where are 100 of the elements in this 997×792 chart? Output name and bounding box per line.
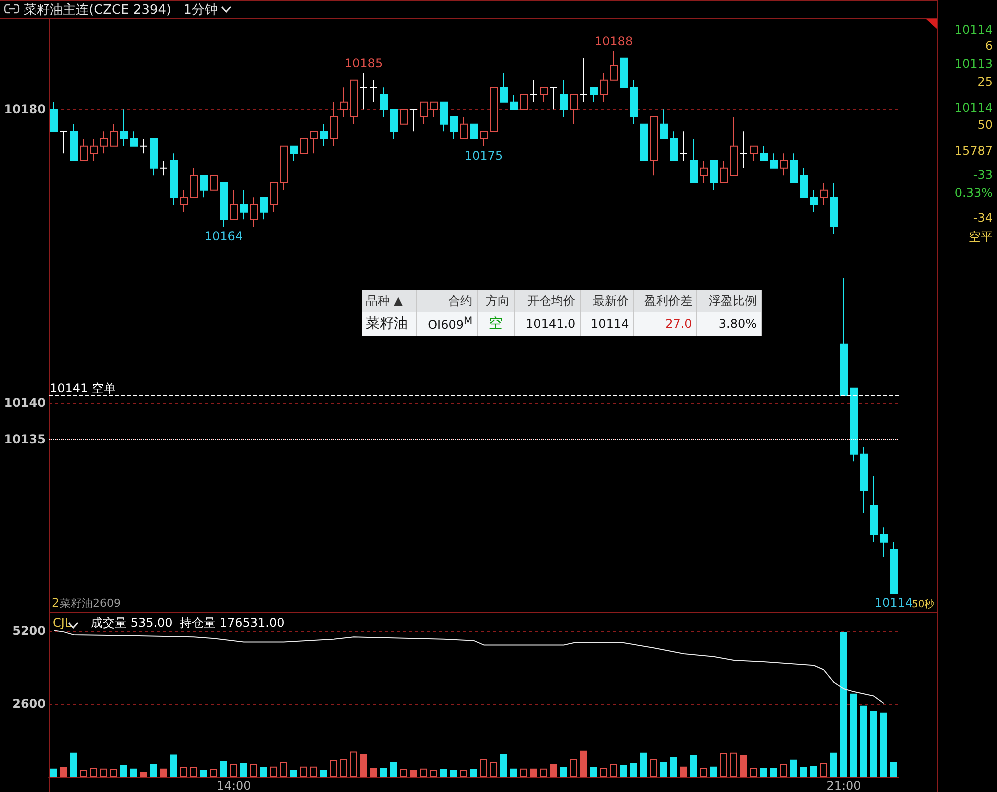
y-tick-label: 10140 <box>4 396 46 410</box>
candlestick <box>50 102 58 132</box>
candlestick <box>500 72 508 103</box>
candlestick <box>330 102 338 147</box>
bar <box>680 766 688 777</box>
bar <box>150 764 158 777</box>
bar <box>620 765 628 777</box>
text: 50秒 <box>912 598 935 610</box>
bar <box>510 768 518 777</box>
candlestick <box>290 146 298 162</box>
bar <box>390 762 398 777</box>
bar <box>530 768 538 777</box>
bar <box>300 766 308 777</box>
candlestick <box>210 175 218 191</box>
candlestick <box>430 102 438 118</box>
bar <box>670 757 678 777</box>
text: 6 <box>985 39 993 53</box>
annotation: 持仓量 176531.00 <box>180 616 285 630</box>
annotation: 菜籽油2609 <box>60 597 121 610</box>
bar <box>200 770 208 777</box>
candlestick <box>550 87 558 110</box>
annotation: 盈利价差 <box>634 290 697 312</box>
candlestick <box>420 102 428 125</box>
bar <box>600 768 608 777</box>
candlestick <box>800 168 808 198</box>
bar <box>840 632 848 777</box>
bar <box>690 755 698 777</box>
bar <box>880 712 888 777</box>
bar <box>830 752 838 777</box>
candlestick <box>560 80 568 118</box>
bar <box>740 755 748 777</box>
bar <box>450 770 458 777</box>
bar <box>140 772 148 777</box>
bar <box>590 767 598 777</box>
bar <box>310 766 318 777</box>
annotation: 方向 <box>477 290 515 312</box>
candlestick <box>480 131 488 147</box>
candlestick <box>710 160 718 191</box>
bar <box>630 762 638 777</box>
annotation: 10114 <box>580 312 634 336</box>
candlestick <box>140 138 148 154</box>
candlestick <box>460 116 468 140</box>
bar <box>280 762 288 777</box>
candlestick <box>280 146 288 191</box>
bar <box>810 766 818 777</box>
candlestick <box>200 175 208 198</box>
candlestick <box>160 160 168 176</box>
bar <box>770 768 778 777</box>
text: 25 <box>978 75 993 89</box>
bar <box>460 770 468 777</box>
bar <box>360 754 368 777</box>
text: 50 <box>978 118 993 132</box>
candlestick <box>120 109 128 147</box>
annotation: 10141.0 <box>514 312 580 336</box>
bar <box>80 770 88 777</box>
candlestick <box>630 80 638 125</box>
bar <box>70 752 78 777</box>
candlestick <box>90 138 98 162</box>
candlestick <box>570 94 578 125</box>
candlestick <box>830 182 838 235</box>
chart-subtitle: 1分钟 <box>184 3 218 18</box>
annotation: CJL <box>53 616 72 630</box>
bar <box>180 767 188 777</box>
bar <box>640 752 648 777</box>
candlestick <box>610 50 618 81</box>
bar <box>440 769 448 777</box>
bar <box>760 768 768 777</box>
candlestick <box>760 146 768 162</box>
annotation: OI609$^{M}$ <box>416 312 478 336</box>
bar <box>160 768 168 777</box>
candlestick <box>110 124 118 147</box>
bar <box>570 759 578 777</box>
candlestick <box>270 182 278 213</box>
bar <box>240 764 248 777</box>
candlestick <box>770 153 778 169</box>
bar <box>290 770 298 777</box>
candlestick <box>780 153 788 176</box>
bar <box>190 767 198 777</box>
y-tick-label: 10135 <box>4 432 46 447</box>
candlestick <box>360 72 368 110</box>
candlestick <box>170 153 178 206</box>
bar <box>330 760 338 777</box>
bar <box>870 712 878 777</box>
annotation: 成交量 535.00 <box>91 616 173 630</box>
candlestick <box>310 131 318 154</box>
bar <box>860 706 868 777</box>
bar <box>490 762 498 777</box>
candlestick <box>350 80 358 125</box>
bar <box>720 753 728 777</box>
bar <box>210 769 218 777</box>
bar <box>560 767 568 777</box>
candlestick <box>540 87 548 103</box>
candlestick <box>720 160 728 184</box>
candlestick <box>890 542 898 594</box>
bar <box>540 768 548 777</box>
candlestick <box>340 87 348 118</box>
bar <box>130 768 138 777</box>
bar <box>890 762 898 777</box>
candlestick <box>520 94 528 110</box>
bar <box>60 767 68 777</box>
